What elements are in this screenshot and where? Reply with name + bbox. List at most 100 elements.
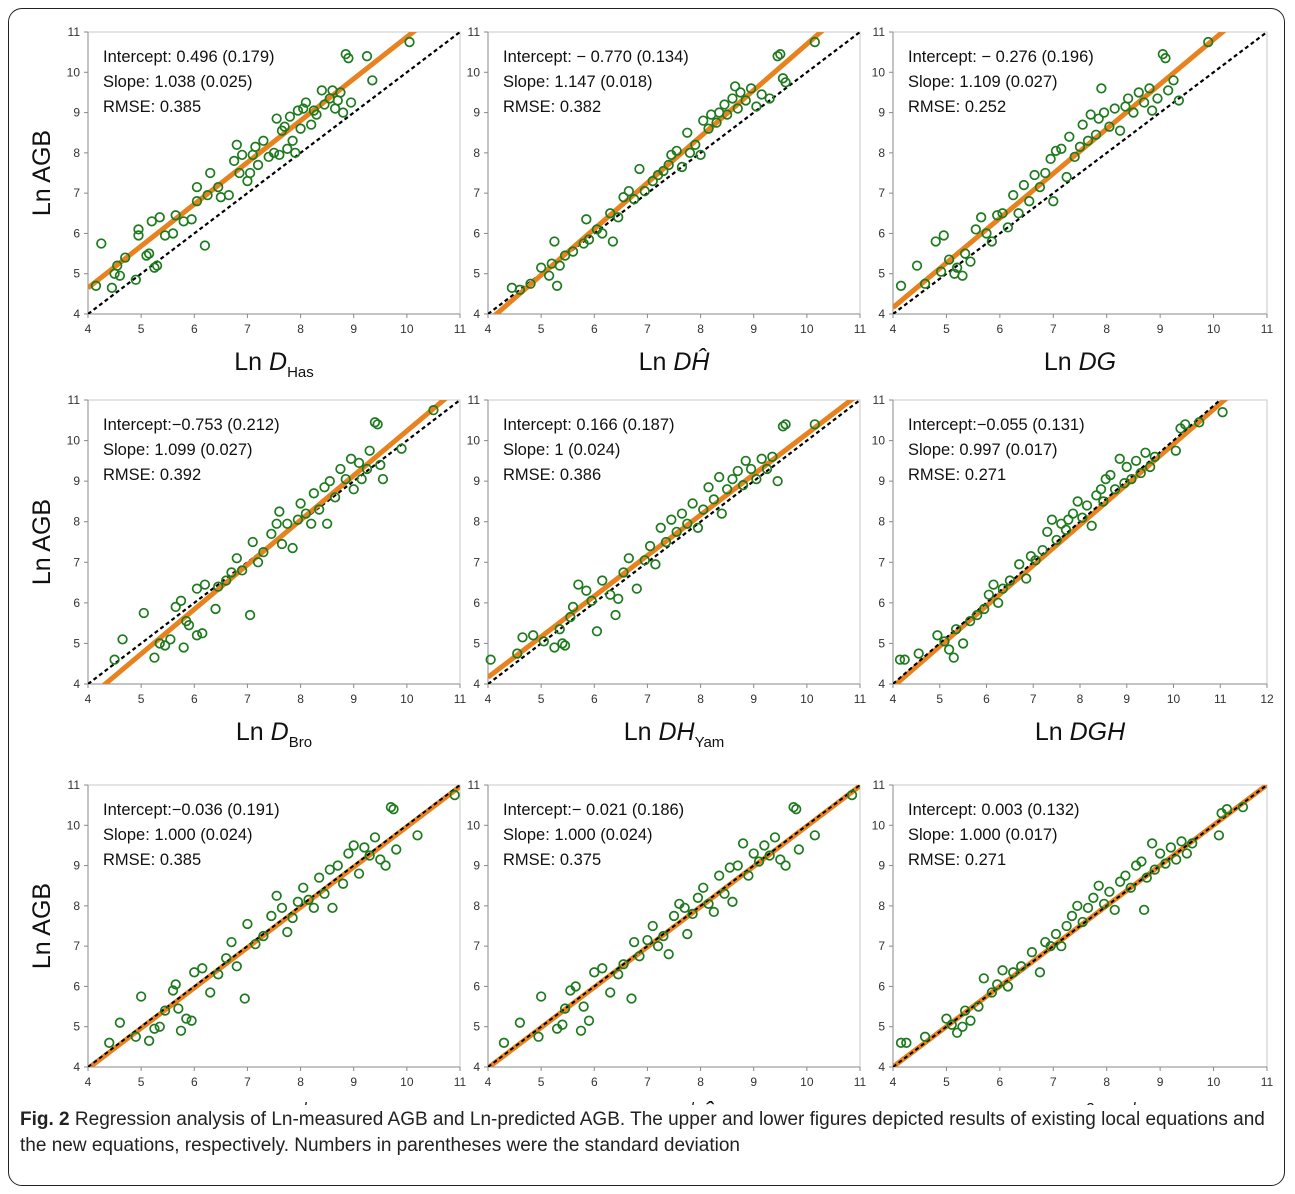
data-point [170,210,181,221]
data-point [597,228,608,239]
data-point [266,910,277,922]
data-point [732,860,743,871]
data-point [141,250,152,261]
data-point [314,872,325,883]
x-axis-title-part: D [269,348,287,376]
x-tick-label: 7 [644,1075,651,1089]
data-point [597,575,608,586]
y-tick-label: 10 [872,818,886,832]
data-point [1120,870,1131,881]
x-tick-label: 4 [485,692,492,706]
y-tick-label: 9 [473,106,480,120]
y-tick-label: 8 [73,515,80,529]
x-tick-label: 10 [400,692,414,706]
data-point [1082,902,1094,914]
data-point [557,638,568,649]
data-point [775,49,786,60]
x-tick-label: 8 [1077,692,1084,706]
data-point [1098,496,1109,507]
y-tick-label: 4 [73,677,80,691]
data-point [106,282,118,293]
x-tick-label: 4 [485,322,492,336]
y-tick-label: 8 [878,515,885,529]
stats-annotation: Slope: 1.038 (0.025) [103,73,253,91]
data-point [951,1027,963,1038]
data-point [559,640,571,651]
data-point [1050,928,1062,940]
data-point [138,607,149,619]
data-point [130,274,141,285]
x-axis-title: Ln aDb [236,1100,311,1105]
data-point [650,559,661,570]
data-point [1056,940,1067,952]
data-point [1029,169,1040,181]
y-tick-label: 4 [473,307,480,321]
data-point [943,254,955,265]
stats-annotation: Slope: 1.000 (0.024) [103,826,253,844]
data-point [239,993,250,1004]
stats-annotation: Slope: 1.147 (0.018) [503,73,653,91]
data-point [549,236,560,247]
data-point [300,97,312,108]
x-tick-label: 11 [454,692,467,706]
stats-annotation: RMSE: 0.271 [908,851,1006,869]
stats-annotation: Slope: 1 (0.024) [503,441,620,459]
data-point [1146,838,1158,849]
panel-1: 4 5 6 7 8 9 10 11 4 5 6 7 8 9 10 11 Intercept: 0.496 (0.… [28,25,467,381]
data-point [737,480,749,491]
data-point [708,494,720,505]
data-point [1128,107,1139,118]
data-point [618,959,629,970]
data-point [901,1037,912,1048]
data-point [973,1001,984,1012]
y-tick-label: 5 [878,636,885,650]
x-tick-label: 9 [750,1075,757,1089]
data-point [1077,512,1088,523]
y-tick-label: 5 [73,636,80,650]
data-point [236,565,248,576]
data-point [1064,131,1075,142]
data-point [528,630,539,641]
data-point [226,567,237,578]
data-point [775,854,786,865]
data-point [361,463,373,475]
stats-annotation: RMSE: 0.385 [103,98,201,116]
x-axis-title-part: Ln [639,348,674,376]
x-tick-label: 8 [297,692,304,706]
data-point [154,212,165,223]
data-point [676,508,688,519]
data-point [703,123,714,134]
data-point [581,214,592,225]
data-point [298,103,309,114]
y-tick-label: 7 [878,555,885,569]
one-to-one-line [893,32,1267,314]
data-point [951,262,963,273]
y-tick-label: 5 [878,267,885,281]
data-point [938,230,949,241]
x-tick-label: 9 [750,692,757,706]
regression-line [88,785,460,1067]
y-tick-label: 9 [878,106,885,120]
data-point [957,1021,968,1032]
data-point [96,238,107,249]
data-point [1130,455,1142,467]
data-point [986,987,997,998]
stats-annotation: Slope: 1.000 (0.024) [503,826,653,844]
data-point [1098,107,1110,118]
data-point [375,854,386,865]
y-tick-label: 4 [473,1060,480,1074]
data-point [703,482,714,493]
data-point [258,546,269,558]
data-point [1126,473,1137,485]
x-tick-label: 4 [85,322,92,336]
y-tick-label: 4 [73,307,80,321]
data-point [213,181,224,193]
data-point [512,648,523,659]
x-axis-title-part: Ln [624,718,659,746]
data-point [1066,910,1078,922]
data-point [791,804,802,815]
data-point [809,830,820,841]
y-tick-label: 4 [73,1060,80,1074]
data-point [1136,856,1147,867]
data-point [589,967,600,978]
